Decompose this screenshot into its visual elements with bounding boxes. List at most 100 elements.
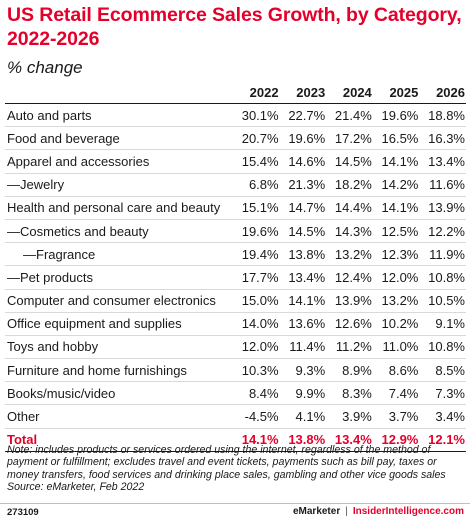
header-year: 2022 bbox=[233, 81, 280, 104]
chart-note: Note: includes products or services orde… bbox=[7, 444, 467, 493]
value-cell: 10.2% bbox=[372, 312, 420, 336]
value-cell: 4.1% bbox=[279, 404, 327, 429]
category-label: —Fragrance bbox=[5, 242, 233, 267]
value-cell: 7.3% bbox=[419, 381, 466, 406]
value-cell: 18.2% bbox=[326, 173, 373, 197]
category-label: —Cosmetics and beauty bbox=[5, 219, 233, 244]
value-cell: 13.6% bbox=[279, 312, 327, 336]
header-year: 2025 bbox=[372, 81, 420, 104]
value-cell: 13.8% bbox=[279, 242, 327, 267]
value-cell: 13.9% bbox=[326, 289, 373, 313]
value-cell: 9.9% bbox=[279, 381, 327, 406]
footer-branding: eMarketer | InsiderIntelligence.com bbox=[293, 506, 464, 517]
value-cell: 15.0% bbox=[233, 289, 280, 313]
value-cell: 12.6% bbox=[326, 312, 373, 336]
value-cell: 14.0% bbox=[233, 312, 280, 336]
value-cell: 3.4% bbox=[419, 404, 466, 429]
category-label: Computer and consumer electronics bbox=[5, 289, 233, 313]
category-label: Apparel and accessories bbox=[5, 149, 233, 174]
category-label: Toys and hobby bbox=[5, 335, 233, 360]
value-cell: 19.4% bbox=[233, 242, 280, 267]
brand-emarketer: eMarketer bbox=[292, 506, 341, 517]
total-row: Total 14.1% 13.8% 13.4% 12.9% 12.1% bbox=[5, 428, 466, 452]
value-cell: 20.7% bbox=[233, 126, 280, 151]
value-cell: 22.7% bbox=[279, 103, 327, 128]
category-label: Books/music/video bbox=[5, 381, 233, 406]
value-cell: 14.4% bbox=[326, 196, 373, 220]
value-cell: 15.1% bbox=[233, 196, 280, 220]
value-cell: 8.6% bbox=[372, 358, 420, 383]
value-cell: 17.7% bbox=[233, 265, 280, 290]
category-label: Health and personal care and beauty bbox=[5, 196, 233, 220]
value-cell: 10.5% bbox=[419, 289, 466, 313]
table-row: —Jewelry 6.8% 21.3% 18.2% 14.2% 11.6% bbox=[5, 173, 466, 197]
value-cell: 6.8% bbox=[233, 173, 280, 197]
value-cell: 11.4% bbox=[279, 335, 327, 360]
value-cell: 12.0% bbox=[372, 265, 420, 290]
header-year: 2024 bbox=[326, 81, 373, 104]
value-cell: 11.9% bbox=[419, 242, 466, 267]
value-cell: 16.5% bbox=[372, 126, 420, 151]
table-row: Food and beverage 20.7% 19.6% 17.2% 16.5% 16.… bbox=[5, 126, 466, 151]
value-cell: 16.3% bbox=[419, 126, 466, 151]
value-cell: 12.9% bbox=[372, 428, 420, 452]
table-row: —Fragrance 19.4% 13.8% 13.2% 12.3% 11.9% bbox=[5, 242, 466, 267]
value-cell: 12.0% bbox=[233, 335, 280, 360]
value-cell: 13.4% bbox=[279, 265, 327, 290]
value-cell: 17.2% bbox=[326, 126, 373, 151]
value-cell: 21.3% bbox=[279, 173, 327, 197]
footer-divider bbox=[0, 503, 470, 504]
header-label-cell bbox=[5, 81, 233, 104]
value-cell: 30.1% bbox=[233, 103, 280, 128]
value-cell: 19.6% bbox=[372, 103, 420, 128]
source-text: Source: eMarketer, Feb 2022 bbox=[7, 480, 145, 493]
table-row: Office equipment and supplies 14.0% 13.6% 1… bbox=[5, 312, 466, 336]
value-cell: 15.4% bbox=[233, 149, 280, 174]
brand-separator: | bbox=[345, 506, 348, 517]
value-cell: 14.1% bbox=[372, 149, 420, 174]
table-row: Auto and parts 30.1% 22.7% 21.4% 19.6% 18.8% bbox=[5, 103, 466, 128]
table-row: Toys and hobby 12.0% 11.4% 11.2% 11.0% 10.8% bbox=[5, 335, 466, 360]
value-cell: 13.2% bbox=[372, 289, 420, 313]
value-cell: 12.1% bbox=[419, 428, 466, 452]
value-cell: 13.4% bbox=[326, 428, 373, 452]
value-cell: 14.6% bbox=[279, 149, 327, 174]
table-row: Apparel and accessories 15.4% 14.6% 14.5% 14… bbox=[5, 149, 466, 174]
category-label: —Jewelry bbox=[5, 173, 233, 197]
value-cell: 12.2% bbox=[419, 219, 466, 244]
category-label: Other bbox=[5, 404, 233, 429]
chart-title: US Retail Ecommerce Sales Growth, by Cat… bbox=[7, 4, 462, 50]
brand-insider-intelligence: InsiderIntelligence.com bbox=[352, 506, 464, 517]
value-cell: 8.3% bbox=[326, 381, 373, 406]
value-cell: 12.5% bbox=[372, 219, 420, 244]
value-cell: 14.1% bbox=[279, 289, 327, 313]
value-cell: 3.9% bbox=[326, 404, 373, 429]
value-cell: 13.2% bbox=[326, 242, 373, 267]
category-label: —Pet products bbox=[5, 265, 233, 290]
category-label: Auto and parts bbox=[5, 103, 233, 128]
value-cell: 14.7% bbox=[279, 196, 327, 220]
chart-subtitle: % change bbox=[7, 58, 83, 77]
header-year: 2026 bbox=[419, 81, 466, 104]
data-table: 2022 2023 2024 2025 2026 Auto and parts 3… bbox=[5, 81, 466, 452]
category-label: Office equipment and supplies bbox=[5, 312, 233, 336]
value-cell: 3.7% bbox=[372, 404, 420, 429]
table-row: Health and personal care and beauty 15.1%… bbox=[5, 196, 466, 220]
value-cell: 8.4% bbox=[233, 381, 280, 406]
value-cell: 14.1% bbox=[233, 428, 280, 452]
value-cell: 18.8% bbox=[419, 103, 466, 128]
value-cell: 14.2% bbox=[372, 173, 420, 197]
value-cell: 10.8% bbox=[419, 335, 466, 360]
value-cell: 14.5% bbox=[326, 149, 373, 174]
value-cell: 19.6% bbox=[233, 219, 280, 244]
value-cell: 10.3% bbox=[233, 358, 280, 383]
table-row: Other -4.5% 4.1% 3.9% 3.7% 3.4% bbox=[5, 404, 466, 429]
note-text: Note: includes products or services orde… bbox=[7, 444, 446, 481]
value-cell: 14.5% bbox=[279, 219, 327, 244]
table-row: Furniture and home furnishings 10.3% 9.3% 8… bbox=[5, 358, 466, 383]
value-cell: 13.9% bbox=[419, 196, 466, 220]
value-cell: 11.0% bbox=[372, 335, 420, 360]
category-label: Furniture and home furnishings bbox=[5, 358, 233, 383]
value-cell: 11.6% bbox=[419, 173, 466, 197]
value-cell: 10.8% bbox=[419, 265, 466, 290]
